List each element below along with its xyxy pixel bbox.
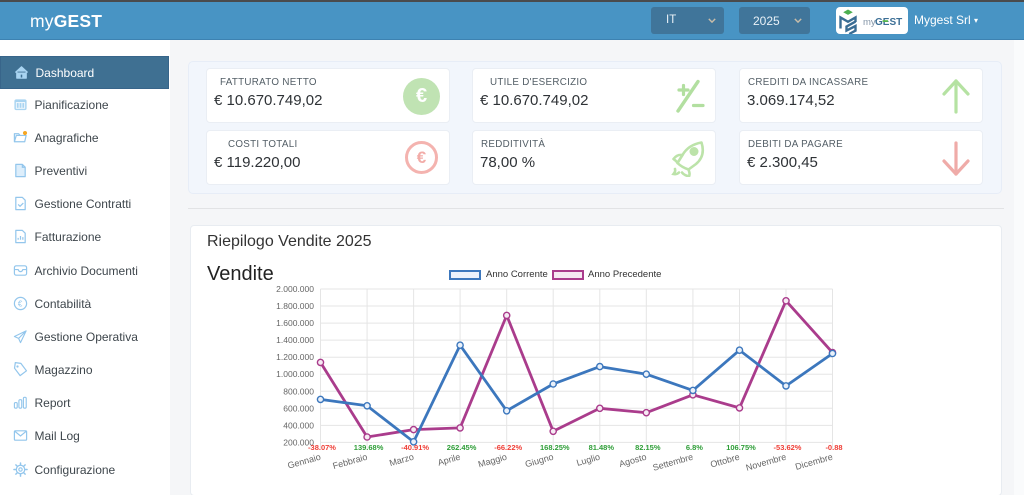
svg-text:1.000.000: 1.000.000 [276,369,314,379]
svg-text:-40.91%: -40.91% [401,443,429,452]
svg-text:400.000: 400.000 [283,420,314,430]
svg-text:-38.07%: -38.07% [308,443,336,452]
svg-text:262.45%: 262.45% [447,443,477,452]
svg-text:6.8%: 6.8% [686,443,703,452]
svg-text:1.800.000: 1.800.000 [276,301,314,311]
svg-text:Gennaio: Gennaio [286,452,321,471]
svg-text:Settembre: Settembre [652,452,695,473]
svg-text:800.000: 800.000 [283,386,314,396]
svg-text:Luglio: Luglio [575,452,601,468]
svg-text:Giugno: Giugno [524,452,555,470]
svg-text:200.000: 200.000 [283,437,314,447]
svg-text:GEST: GEST [875,17,902,28]
svg-text:600.000: 600.000 [283,403,314,413]
svg-text:my: my [863,17,876,28]
svg-text:Ottobre: Ottobre [709,452,741,470]
svg-text:2.000.000: 2.000.000 [276,284,314,294]
svg-text:1.200.000: 1.200.000 [276,352,314,362]
svg-text:Agosto: Agosto [618,452,648,469]
svg-text:€: € [18,299,23,308]
svg-text:-53.62%: -53.62% [774,443,802,452]
svg-text:Marzo: Marzo [388,452,415,469]
svg-text:Novembre: Novembre [745,452,788,473]
svg-text:81.48%: 81.48% [589,443,615,452]
svg-text:Febbraio: Febbraio [332,452,369,471]
svg-text:-0.88: -0.88 [825,443,842,452]
svg-text:Maggio: Maggio [477,452,508,470]
svg-text:139.68%: 139.68% [354,443,384,452]
svg-text:-66.22%: -66.22% [494,443,522,452]
svg-text:82.15%: 82.15% [635,443,661,452]
svg-text:Aprile: Aprile [437,452,462,468]
svg-text:1.600.000: 1.600.000 [276,318,314,328]
svg-text:106.75%: 106.75% [726,443,756,452]
svg-text:Dicembre: Dicembre [794,452,834,472]
svg-text:168.25%: 168.25% [540,443,570,452]
svg-text:1.400.000: 1.400.000 [276,335,314,345]
